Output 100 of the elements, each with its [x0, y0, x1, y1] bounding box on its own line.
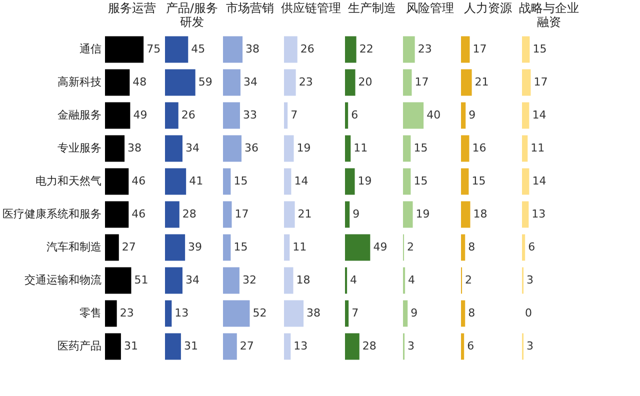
- data-label: 51: [134, 274, 148, 286]
- y-tick-label: 通信: [80, 42, 102, 56]
- y-tick-label: 交通运输和物流: [24, 274, 102, 286]
- data-label: 15: [472, 174, 486, 188]
- data-label: 38: [246, 42, 260, 56]
- bar: [461, 36, 470, 63]
- data-label: 11: [354, 142, 368, 154]
- bar: [105, 201, 129, 228]
- data-label: 36: [244, 142, 259, 154]
- data-label: 3: [526, 340, 534, 352]
- bar: [284, 135, 294, 162]
- data-label: 28: [362, 340, 376, 352]
- bar: [345, 102, 348, 129]
- data-label: 23: [120, 306, 134, 320]
- bar: [223, 102, 240, 129]
- bar: [284, 234, 290, 261]
- bar: [223, 135, 242, 162]
- data-label: 46: [132, 174, 146, 188]
- data-label: 34: [243, 76, 258, 88]
- bar: [105, 267, 132, 294]
- chart-title: 风险管理: [406, 1, 454, 15]
- data-label: 15: [234, 240, 248, 254]
- data-label: 11: [292, 240, 307, 254]
- bar: [345, 333, 360, 360]
- data-label: 34: [185, 142, 200, 154]
- y-tick-label: 专业服务: [58, 142, 102, 154]
- bar: [223, 168, 231, 195]
- bar: [223, 267, 240, 294]
- data-label: 6: [351, 108, 358, 122]
- bar: [345, 300, 349, 327]
- data-label: 14: [532, 108, 546, 122]
- bar: [165, 201, 180, 228]
- data-label: 75: [146, 42, 161, 56]
- bar: [345, 69, 356, 96]
- bar: [522, 102, 530, 129]
- bar: [522, 69, 531, 96]
- bar: [284, 69, 296, 96]
- y-tick-label: 电力和天然气: [36, 174, 102, 188]
- bar: [403, 102, 424, 129]
- bar: [105, 300, 117, 327]
- data-label: 49: [133, 108, 148, 122]
- bar: [403, 201, 413, 228]
- data-label: 8: [468, 240, 476, 254]
- data-label: 59: [198, 76, 212, 88]
- bar: [284, 201, 295, 228]
- bar: [345, 135, 351, 162]
- data-label: 21: [298, 208, 312, 220]
- bar: [522, 135, 528, 162]
- bar: [461, 333, 464, 360]
- data-label: 17: [534, 76, 548, 88]
- data-label: 46: [132, 208, 146, 220]
- bar: [105, 168, 129, 195]
- y-tick-label: 金融服务: [58, 108, 102, 122]
- chart-title: 生产制造: [348, 1, 396, 15]
- bar: [284, 168, 292, 195]
- data-label: 7: [352, 306, 359, 320]
- data-label: 6: [467, 340, 474, 352]
- data-label: 0: [525, 306, 532, 320]
- text: 产品/服务研发: [166, 1, 218, 29]
- bar: [165, 234, 186, 261]
- y-tick-label: 高新科技: [58, 76, 102, 88]
- bar: [165, 102, 178, 129]
- data-label: 45: [191, 42, 206, 56]
- bar: [461, 234, 466, 261]
- bar: [284, 102, 288, 129]
- bar: [345, 201, 350, 228]
- chart-title: 服务运营: [108, 1, 156, 15]
- bar: [105, 333, 121, 360]
- data-label: 2: [407, 240, 414, 254]
- y-tick-label: 医疗健康系统和服务: [2, 208, 102, 220]
- data-label: 4: [350, 274, 358, 286]
- bar: [345, 234, 370, 261]
- bar: [223, 201, 232, 228]
- data-label: 38: [128, 142, 142, 154]
- data-label: 7: [290, 108, 298, 122]
- bar: [461, 300, 466, 327]
- data-label: 19: [296, 142, 311, 154]
- data-label: 15: [414, 174, 428, 188]
- bar: [284, 267, 294, 294]
- y-tick-label: 零售: [80, 306, 102, 320]
- data-label: 33: [242, 108, 257, 122]
- data-label: 17: [472, 42, 487, 56]
- bar: [223, 69, 240, 96]
- data-label: 19: [358, 174, 372, 188]
- data-label: 20: [358, 76, 372, 88]
- bar: [165, 267, 182, 294]
- bar: [284, 300, 304, 327]
- bar: [284, 36, 298, 63]
- data-label: 4: [408, 274, 416, 286]
- bar: [165, 69, 196, 96]
- data-label: 38: [306, 306, 321, 320]
- data-label: 15: [234, 174, 248, 188]
- data-label: 14: [294, 174, 308, 188]
- data-label: 49: [373, 240, 388, 254]
- data-label: 23: [298, 76, 313, 88]
- bar: [522, 234, 526, 261]
- data-label: 11: [530, 142, 545, 154]
- bar: [522, 168, 530, 195]
- bar: [403, 69, 412, 96]
- data-label: 31: [184, 340, 198, 352]
